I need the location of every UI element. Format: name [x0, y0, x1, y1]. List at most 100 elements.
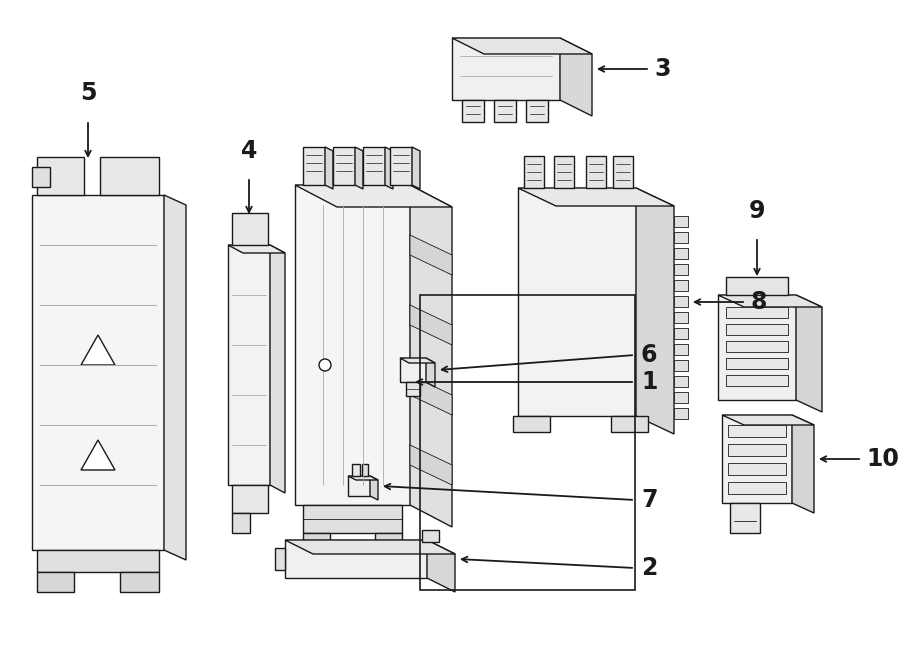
Polygon shape: [726, 375, 788, 386]
Polygon shape: [718, 295, 822, 307]
Polygon shape: [792, 415, 814, 513]
Polygon shape: [674, 328, 688, 339]
Polygon shape: [426, 358, 435, 387]
Polygon shape: [726, 277, 788, 295]
Polygon shape: [412, 147, 420, 189]
Polygon shape: [285, 540, 427, 578]
Polygon shape: [728, 482, 786, 494]
Text: 10: 10: [866, 447, 899, 471]
Polygon shape: [518, 188, 636, 416]
Polygon shape: [728, 463, 786, 475]
Polygon shape: [363, 147, 385, 185]
Polygon shape: [674, 216, 688, 227]
Polygon shape: [32, 167, 50, 187]
Polygon shape: [674, 376, 688, 387]
Polygon shape: [410, 185, 452, 527]
Polygon shape: [422, 530, 439, 542]
Polygon shape: [524, 156, 544, 188]
Polygon shape: [554, 156, 574, 188]
Polygon shape: [232, 513, 250, 533]
Polygon shape: [730, 503, 760, 533]
Polygon shape: [526, 100, 548, 122]
Polygon shape: [427, 540, 455, 592]
Polygon shape: [462, 100, 484, 122]
Polygon shape: [406, 382, 420, 396]
Polygon shape: [285, 540, 455, 554]
Polygon shape: [674, 392, 688, 403]
Polygon shape: [410, 235, 452, 275]
Polygon shape: [348, 476, 370, 496]
Polygon shape: [375, 533, 402, 551]
Polygon shape: [37, 157, 84, 195]
Polygon shape: [232, 213, 268, 245]
Polygon shape: [674, 280, 688, 291]
Polygon shape: [513, 416, 550, 432]
Polygon shape: [303, 505, 402, 533]
Polygon shape: [674, 360, 688, 371]
Polygon shape: [726, 341, 788, 352]
Text: 7: 7: [641, 488, 658, 512]
Polygon shape: [348, 476, 378, 480]
Polygon shape: [722, 415, 792, 503]
Polygon shape: [674, 408, 688, 419]
Polygon shape: [270, 245, 285, 493]
Polygon shape: [228, 245, 285, 253]
Polygon shape: [718, 295, 796, 400]
Polygon shape: [674, 312, 688, 323]
Polygon shape: [796, 295, 822, 412]
Text: 6: 6: [641, 343, 658, 367]
Circle shape: [319, 359, 331, 371]
Polygon shape: [728, 444, 786, 456]
Polygon shape: [726, 324, 788, 335]
Polygon shape: [295, 185, 452, 207]
Polygon shape: [355, 147, 363, 189]
Polygon shape: [452, 38, 560, 100]
Polygon shape: [636, 188, 674, 434]
Polygon shape: [37, 550, 159, 572]
Polygon shape: [726, 307, 788, 318]
Polygon shape: [275, 548, 285, 570]
Polygon shape: [728, 425, 786, 437]
Polygon shape: [362, 464, 368, 476]
Polygon shape: [410, 445, 452, 485]
Polygon shape: [452, 38, 592, 54]
Polygon shape: [674, 248, 688, 259]
Text: 3: 3: [654, 57, 670, 81]
Polygon shape: [81, 440, 115, 470]
Polygon shape: [400, 358, 426, 382]
Polygon shape: [303, 533, 330, 551]
Polygon shape: [37, 572, 74, 592]
Polygon shape: [295, 185, 410, 505]
Polygon shape: [400, 358, 435, 363]
Polygon shape: [410, 375, 452, 415]
Polygon shape: [385, 147, 393, 189]
Polygon shape: [303, 147, 325, 185]
Text: 4: 4: [241, 139, 257, 163]
Polygon shape: [674, 232, 688, 243]
Polygon shape: [611, 416, 648, 432]
Polygon shape: [370, 476, 378, 500]
Text: 9: 9: [749, 199, 765, 223]
Polygon shape: [410, 305, 452, 345]
Polygon shape: [674, 344, 688, 355]
Polygon shape: [325, 147, 333, 189]
Polygon shape: [228, 245, 270, 485]
Text: 2: 2: [641, 556, 657, 580]
Polygon shape: [586, 156, 606, 188]
Text: 5: 5: [80, 81, 96, 105]
Polygon shape: [352, 464, 360, 476]
Polygon shape: [518, 188, 674, 206]
Polygon shape: [100, 157, 159, 195]
Polygon shape: [81, 335, 115, 365]
Polygon shape: [390, 147, 412, 185]
Text: 1: 1: [641, 370, 657, 394]
Polygon shape: [32, 195, 164, 550]
Polygon shape: [333, 147, 355, 185]
Polygon shape: [494, 100, 516, 122]
Polygon shape: [232, 485, 268, 513]
Polygon shape: [674, 264, 688, 275]
Polygon shape: [613, 156, 633, 188]
Polygon shape: [722, 415, 814, 425]
Bar: [420, 295, 635, 590]
Polygon shape: [164, 195, 186, 560]
